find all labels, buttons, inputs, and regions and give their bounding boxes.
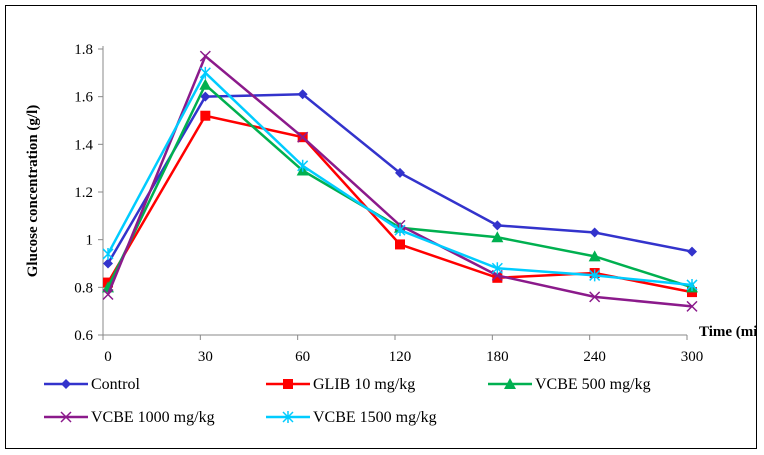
- data-point: [588, 250, 601, 262]
- legend-marker: [504, 378, 516, 389]
- chart-frame: 0.6 0.8 1 1.2 1.4 1.6 1.8 0 30 60 120 180 240 300 Gl…: [5, 5, 764, 449]
- x-tick-label: 120: [389, 349, 412, 365]
- data-point: [589, 291, 601, 303]
- series-line: [106, 54, 693, 308]
- data-point: [394, 224, 406, 237]
- data-point: [297, 89, 308, 100]
- x-tick-label: 240: [583, 349, 606, 365]
- x-tick-label: 30: [198, 349, 213, 365]
- series-line: [106, 93, 693, 265]
- data-point: [199, 50, 211, 62]
- line-chart: 0.6 0.8 1 1.2 1.4 1.6 1.8 0 30 60 120 180 240 300 Gl…: [25, 42, 764, 426]
- data-point: [297, 159, 309, 172]
- legend-label: VCBE 500 mg/kg: [535, 376, 651, 393]
- legend: Control GLIB 10 mg/kg VCBE 500 mg/kg VCBE 1…: [44, 376, 651, 426]
- y-tick-label: 0.6: [74, 328, 93, 344]
- series-layer: [102, 50, 698, 312]
- y-axis-title: Glucose concentration (g/l): [25, 105, 41, 277]
- y-tick-label: 1: [86, 233, 94, 249]
- series-1: [103, 110, 697, 298]
- data-point: [297, 131, 309, 143]
- legend-marker: [282, 411, 294, 423]
- legend-label: VCBE 1500 mg/kg: [313, 409, 437, 426]
- y-ticks: 0.6 0.8 1 1.2 1.4 1.6 1.8: [74, 42, 103, 344]
- data-point: [200, 91, 211, 102]
- y-tick-label: 0.8: [74, 280, 93, 296]
- y-tick-label: 1.8: [74, 42, 93, 58]
- x-axis-title: Time (min): [699, 324, 756, 340]
- legend-item: GLIB 10 mg/kg: [266, 376, 415, 393]
- legend-label: GLIB 10 mg/kg: [313, 376, 415, 393]
- y-tick-label: 1.6: [74, 90, 93, 106]
- data-point: [687, 246, 697, 257]
- legend-marker: [60, 411, 72, 423]
- data-point: [589, 227, 600, 238]
- data-point: [199, 66, 211, 79]
- series-0: [103, 89, 697, 269]
- legend-item: VCBE 500 mg/kg: [488, 376, 651, 393]
- data-point: [103, 258, 113, 269]
- legend-item: VCBE 1500 mg/kg: [266, 409, 437, 426]
- series-4: [102, 66, 698, 291]
- data-point: [492, 272, 503, 283]
- legend-label: Control: [91, 376, 140, 393]
- legend-label: VCBE 1000 mg/kg: [91, 409, 215, 426]
- data-point: [395, 167, 405, 178]
- data-point: [589, 269, 601, 282]
- data-point: [102, 288, 114, 301]
- data-point: [102, 247, 114, 260]
- x-tick-label: 180: [486, 349, 509, 365]
- data-point: [199, 78, 212, 90]
- data-point: [491, 262, 503, 275]
- x-tick-label: 300: [681, 349, 704, 365]
- y-tick-label: 1.2: [74, 185, 93, 201]
- data-point: [491, 231, 504, 243]
- x-tick-label: 60: [295, 349, 310, 365]
- legend-item: Control: [44, 376, 140, 393]
- data-point: [200, 110, 211, 121]
- data-point: [686, 278, 698, 291]
- x-ticks: 0 30 60 120 180 240 300: [102, 335, 704, 365]
- legend-marker: [283, 379, 293, 389]
- series-line: [106, 114, 693, 294]
- data-point: [686, 300, 698, 312]
- series-2: [102, 78, 698, 293]
- legend-item: VCBE 1000 mg/kg: [44, 409, 215, 426]
- legend-marker: [61, 379, 71, 389]
- data-point: [395, 239, 405, 250]
- x-tick-label: 0: [104, 349, 112, 365]
- y-tick-label: 1.4: [74, 137, 93, 153]
- series-3: [102, 50, 698, 312]
- data-point: [492, 220, 503, 231]
